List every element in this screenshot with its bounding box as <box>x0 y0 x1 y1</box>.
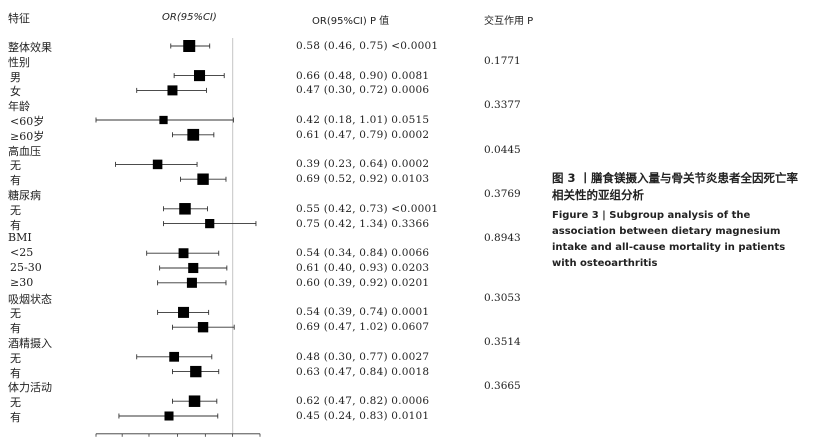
row-16-label: ≥30 <box>10 275 34 289</box>
caption-chinese: 图 3 丨膳食镁摄入量与骨关节炎患者全因死亡率相关性的亚组分析 <box>552 171 799 202</box>
row-23-interaction-p: 0.3665 <box>484 380 521 393</box>
row-8-point <box>152 159 163 170</box>
row-9-or-ci-p: 0.69 (0.52, 0.92) 0.0103 <box>296 173 430 186</box>
row-12-point <box>205 219 215 229</box>
row-19-label: 有 <box>10 322 21 336</box>
row-10-label: 糖尿病 <box>8 189 41 202</box>
row-2-or-ci-p: 0.66 (0.48, 0.90) 0.0081 <box>296 69 430 82</box>
row-22-label: 有 <box>10 366 21 380</box>
row-21-point <box>169 351 180 362</box>
row-6-point <box>187 128 200 141</box>
row-4-label: 年龄 <box>8 100 30 114</box>
row-21-or-ci-p: 0.48 (0.30, 0.77) 0.0027 <box>296 350 430 363</box>
row-25-label: 有 <box>10 411 21 424</box>
row-4-interaction-p: 0.3377 <box>484 99 521 112</box>
row-7-label: 高血压 <box>8 144 41 158</box>
row-9-label: 有 <box>10 174 21 188</box>
row-8-label: 无 <box>10 159 21 173</box>
row-25-or-ci-p: 0.45 (0.24, 0.83) 0.0101 <box>296 410 430 422</box>
row-9-point <box>197 173 209 185</box>
row-8-or-ci-p: 0.39 (0.23, 0.64) 0.0002 <box>296 158 430 171</box>
or-ci-p-header: OR(95%CI) P 值 <box>312 16 390 27</box>
row-5-point <box>159 115 168 125</box>
row-13-interaction-p: 0.8943 <box>484 232 521 245</box>
row-17-interaction-p: 0.3053 <box>484 291 521 304</box>
figure-caption: 图 3 丨膳食镁摄入量与骨关节炎患者全因死亡率相关性的亚组分析 Figure 3… <box>552 170 808 272</box>
row-14-or-ci-p: 0.54 (0.34, 0.84) 0.0066 <box>296 247 430 260</box>
row-14-point <box>178 248 189 259</box>
row-6-label: ≥60岁 <box>10 129 45 143</box>
row-11-point <box>179 203 191 215</box>
row-16-point <box>186 277 197 288</box>
row-11-or-ci-p: 0.55 (0.42, 0.73) <0.0001 <box>296 202 439 215</box>
row-16-or-ci-p: 0.60 (0.39, 0.92) 0.0201 <box>296 276 430 289</box>
row-11-label: 无 <box>10 203 21 217</box>
or-ci-plot-header: OR(95%CI) <box>162 12 217 23</box>
row-18-point <box>178 306 190 318</box>
row-24-or-ci-p: 0.62 (0.47, 0.82) 0.0006 <box>296 395 430 408</box>
row-24-label: 无 <box>10 396 21 410</box>
row-15-or-ci-p: 0.61 (0.40, 0.93) 0.0203 <box>296 262 430 274</box>
row-23-label: 体力活动 <box>8 381 52 395</box>
row-21-label: 无 <box>10 351 21 365</box>
row-12-label: 有 <box>10 218 21 232</box>
row-1-label: 性别 <box>8 55 30 69</box>
row-18-label: 无 <box>10 307 21 321</box>
row-3-point <box>167 85 178 96</box>
row-25-point <box>164 411 174 421</box>
row-13-label: BMI <box>8 231 32 245</box>
row-18-or-ci-p: 0.54 (0.39, 0.74) 0.0001 <box>296 306 430 319</box>
caption-english: Figure 3 | Subgroup analysis of the asso… <box>552 210 786 269</box>
row-19-point <box>197 322 209 333</box>
row-5-or-ci-p: 0.42 (0.18, 1.01) 0.0515 <box>296 114 430 126</box>
row-24-point <box>188 395 201 407</box>
row-20-interaction-p: 0.3514 <box>484 336 521 348</box>
interaction-p-header: 交互作用 P <box>484 16 534 27</box>
row-19-or-ci-p: 0.69 (0.47, 1.02) 0.0607 <box>296 321 430 334</box>
row-15-label: 25-30 <box>10 261 42 274</box>
row-0-label: 整体效果 <box>8 41 52 54</box>
row-10-interaction-p: 0.3769 <box>484 188 521 200</box>
feature-header: 特征 <box>8 12 30 25</box>
row-5-label: <60岁 <box>10 115 45 128</box>
row-7-interaction-p: 0.0445 <box>484 143 521 156</box>
row-1-interaction-p: 0.1771 <box>484 54 521 67</box>
row-22-or-ci-p: 0.63 (0.47, 0.84) 0.0018 <box>296 365 430 378</box>
row-3-label: 女 <box>10 85 21 99</box>
row-17-label: 吸烟状态 <box>8 292 52 306</box>
row-20-label: 酒精摄入 <box>8 337 52 350</box>
row-15-point <box>188 262 199 274</box>
row-2-point <box>193 70 206 82</box>
row-3-or-ci-p: 0.47 (0.30, 0.72) 0.0006 <box>296 84 430 97</box>
row-0-point <box>183 39 196 53</box>
row-6-or-ci-p: 0.61 (0.47, 0.79) 0.0002 <box>296 128 430 141</box>
row-2-label: 男 <box>10 70 21 84</box>
row-12-or-ci-p: 0.75 (0.42, 1.34) 0.3366 <box>296 217 430 230</box>
row-22-point <box>190 365 202 378</box>
row-14-label: <25 <box>10 246 34 260</box>
row-0-or-ci-p: 0.58 (0.46, 0.75) <0.0001 <box>296 40 439 52</box>
